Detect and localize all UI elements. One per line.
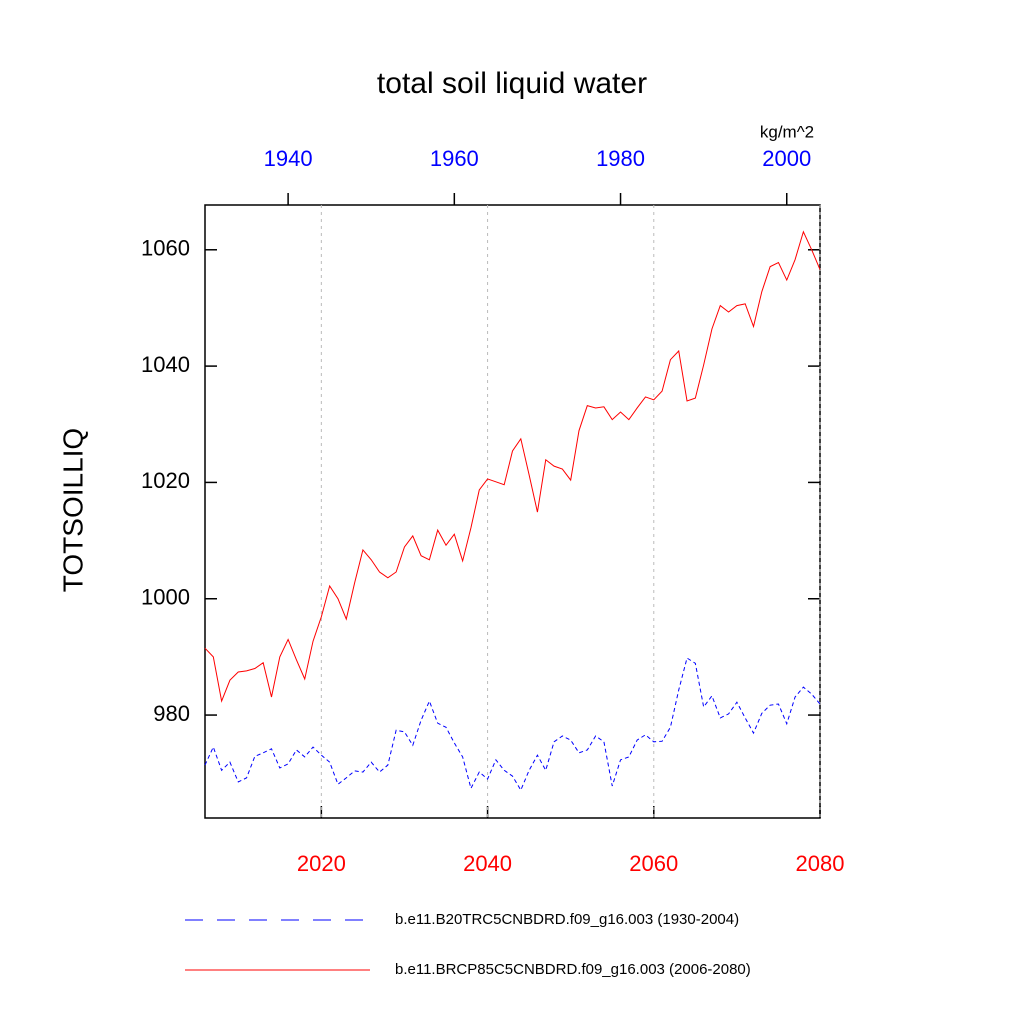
x2-tick-label: 1940 bbox=[264, 146, 313, 171]
x2-tick-label: 1980 bbox=[596, 146, 645, 171]
chart-title: total soil liquid water bbox=[377, 67, 647, 100]
x-tick-label: 2060 bbox=[629, 851, 678, 876]
units-label: kg/m^2 bbox=[760, 122, 814, 141]
y-tick-label: 980 bbox=[153, 701, 190, 726]
x-tick-label: 2020 bbox=[297, 851, 346, 876]
plot-frame bbox=[204, 204, 821, 819]
x-tick-label: 2080 bbox=[796, 851, 845, 876]
series-line bbox=[204, 230, 821, 703]
legend-label: b.e11.BRCP85C5CNBDRD.f09_g16.003 (2006-2… bbox=[395, 961, 751, 978]
y-tick-label: 1040 bbox=[141, 352, 190, 377]
x2-tick-label: 2000 bbox=[762, 146, 811, 171]
x2-tick-label: 1960 bbox=[430, 146, 479, 171]
x-tick-label: 2040 bbox=[463, 851, 512, 876]
y-tick-label: 1060 bbox=[141, 236, 190, 261]
y-tick-label: 1020 bbox=[141, 468, 190, 493]
series-line bbox=[204, 657, 821, 792]
legend-label: b.e11.B20TRC5CNBDRD.f09_g16.003 (1930-20… bbox=[395, 911, 739, 928]
y-tick-label: 1000 bbox=[141, 585, 190, 610]
y-axis-label: TOTSOILLIQ bbox=[57, 428, 88, 592]
